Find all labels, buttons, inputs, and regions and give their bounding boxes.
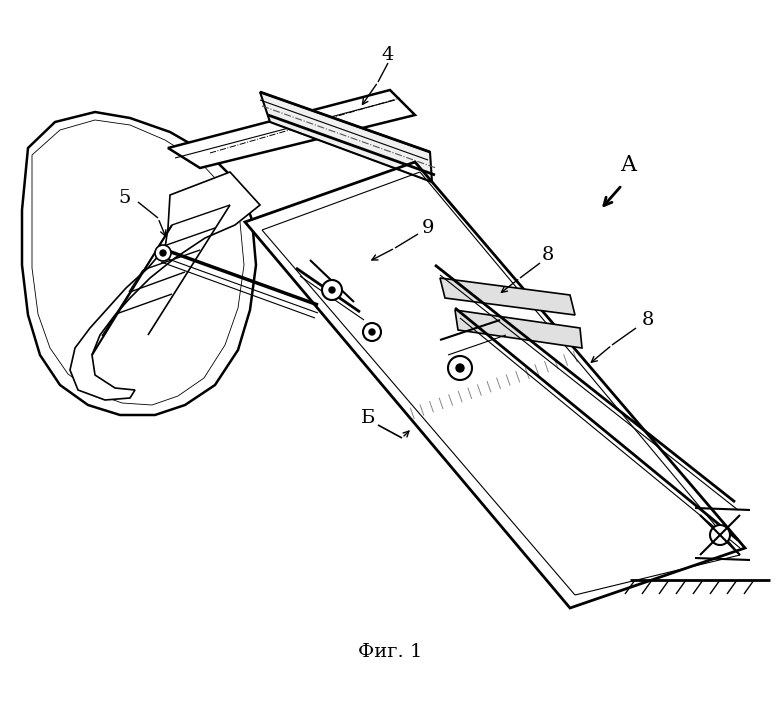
Polygon shape xyxy=(440,278,575,315)
Circle shape xyxy=(160,250,166,256)
Circle shape xyxy=(155,245,171,261)
Text: A: A xyxy=(620,154,636,176)
Circle shape xyxy=(448,356,472,380)
Polygon shape xyxy=(260,92,432,182)
Circle shape xyxy=(322,280,342,300)
Circle shape xyxy=(456,364,464,372)
Text: Б: Б xyxy=(361,409,375,427)
Text: 8: 8 xyxy=(542,246,554,264)
Circle shape xyxy=(363,323,381,341)
Text: Фиг. 1: Фиг. 1 xyxy=(358,643,422,661)
Polygon shape xyxy=(22,112,256,415)
Text: 8: 8 xyxy=(642,311,654,329)
Polygon shape xyxy=(70,172,260,400)
Circle shape xyxy=(710,525,730,545)
Circle shape xyxy=(329,287,335,293)
Text: 5: 5 xyxy=(119,189,131,207)
Polygon shape xyxy=(455,310,582,348)
Text: 4: 4 xyxy=(382,46,394,64)
Text: 9: 9 xyxy=(422,219,434,237)
Polygon shape xyxy=(245,162,745,608)
Polygon shape xyxy=(168,90,415,168)
Circle shape xyxy=(369,329,375,335)
